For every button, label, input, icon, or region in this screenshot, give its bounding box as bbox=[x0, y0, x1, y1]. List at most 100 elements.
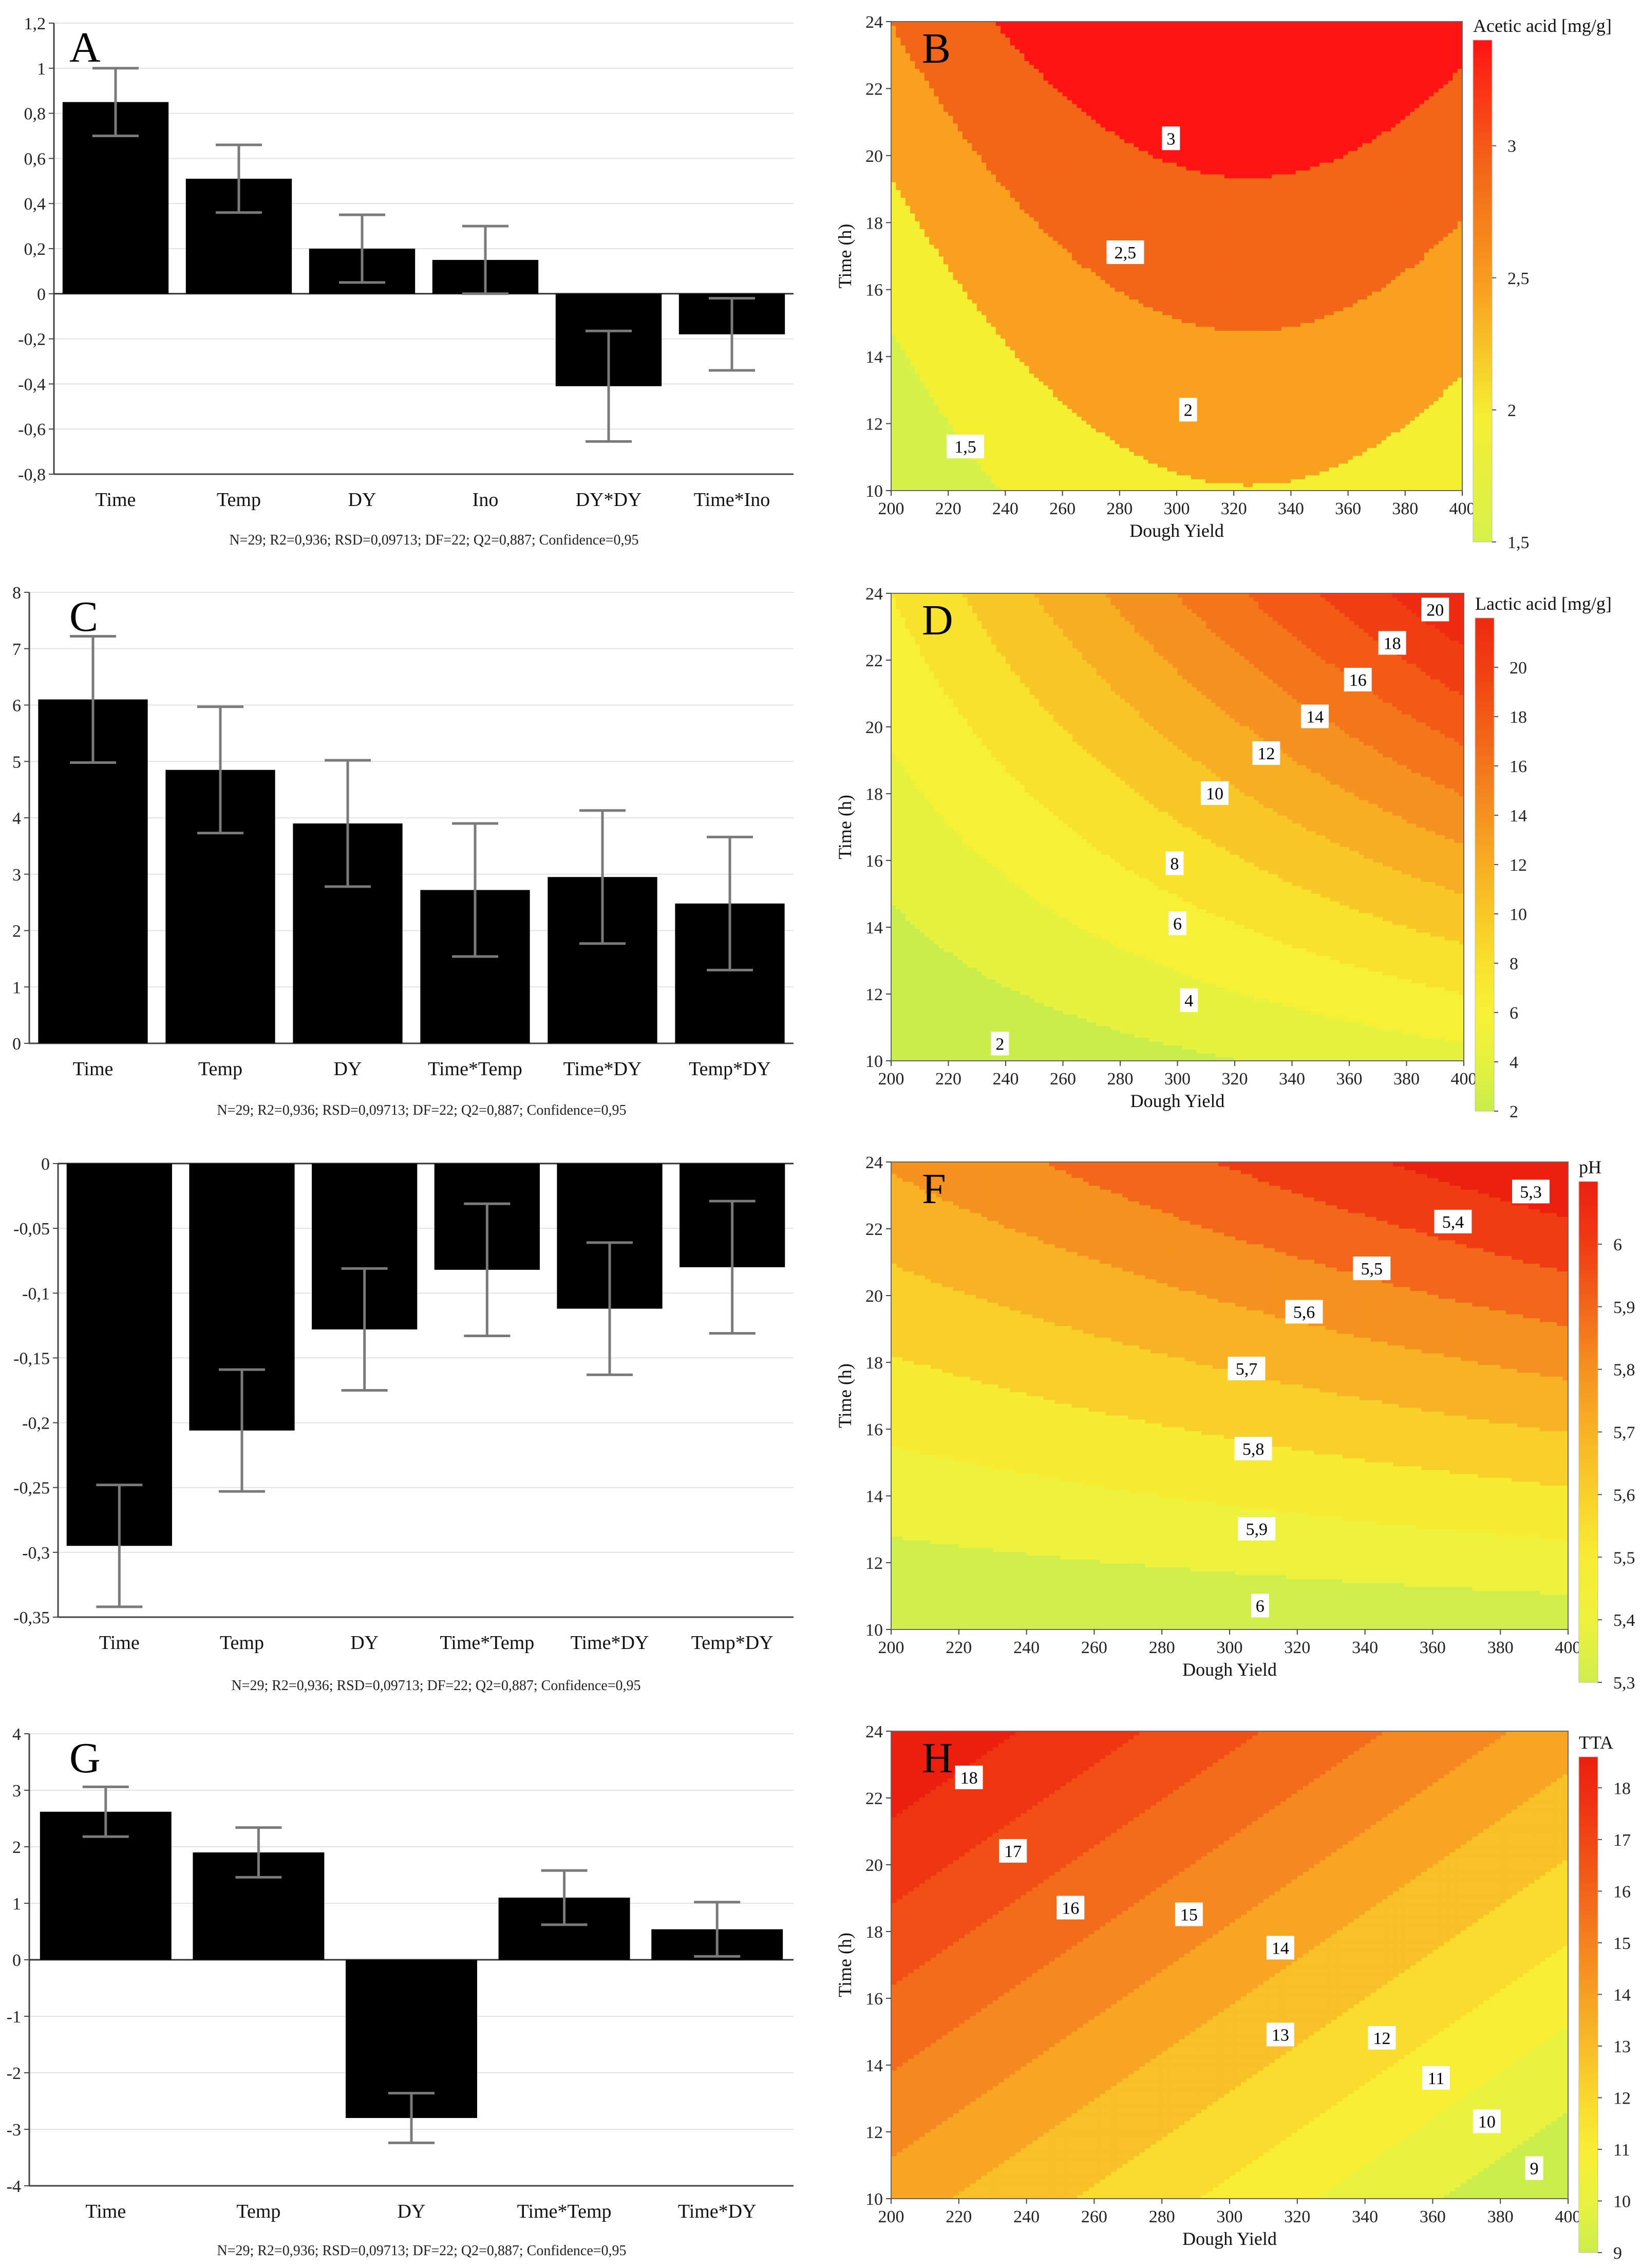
contour-cell bbox=[977, 483, 982, 487]
contour-cell bbox=[896, 405, 901, 409]
contour-cell bbox=[1072, 475, 1077, 479]
contour-cell bbox=[1414, 397, 1420, 401]
contour-cell bbox=[1120, 436, 1125, 440]
contour-cell bbox=[906, 413, 911, 417]
contour-cell bbox=[1338, 452, 1344, 456]
contour-cell bbox=[991, 452, 996, 456]
contour-cell bbox=[1357, 456, 1363, 460]
contour-cell bbox=[896, 440, 901, 444]
contour-cell bbox=[1286, 479, 1291, 483]
contour-cell bbox=[1167, 479, 1172, 483]
contour-cell bbox=[1448, 420, 1453, 424]
contour-cell bbox=[1024, 405, 1029, 409]
contour-cell bbox=[1086, 479, 1091, 483]
contour-cell bbox=[963, 467, 968, 471]
contour-cell bbox=[1124, 459, 1129, 463]
contour-cell bbox=[1001, 440, 1006, 444]
contour-cell bbox=[1048, 467, 1053, 471]
contour-cell bbox=[1424, 479, 1429, 483]
contour-cell bbox=[1448, 424, 1453, 428]
contour-cell bbox=[1429, 467, 1434, 471]
contour-cell bbox=[1329, 393, 1334, 397]
contour-cell bbox=[1105, 397, 1110, 401]
contour-cell bbox=[915, 475, 920, 479]
contour-cell bbox=[1082, 463, 1087, 467]
contour-cell bbox=[1381, 467, 1386, 471]
contour-cell bbox=[1148, 393, 1153, 397]
contour-cell bbox=[1310, 463, 1315, 467]
contour-cell bbox=[1191, 432, 1196, 436]
contour-cell bbox=[901, 428, 906, 432]
contour-cell bbox=[1139, 440, 1144, 444]
contour-cell bbox=[1315, 471, 1320, 475]
contour-cell bbox=[1286, 432, 1291, 436]
contour-cell bbox=[1067, 463, 1072, 467]
contour-cell bbox=[1405, 467, 1410, 471]
contour-cell bbox=[1167, 424, 1172, 428]
contour-cell bbox=[1210, 405, 1215, 409]
contour-cell bbox=[1338, 397, 1344, 401]
contour-cell bbox=[1143, 475, 1148, 479]
contour-cell bbox=[1348, 463, 1353, 467]
contour-cell bbox=[1243, 413, 1249, 417]
contour-cell bbox=[1101, 459, 1106, 463]
contour-cell bbox=[1077, 397, 1082, 401]
contour-cell bbox=[948, 467, 953, 471]
contour-cell bbox=[1096, 401, 1101, 405]
contour-cell bbox=[1010, 475, 1015, 479]
contour-cell bbox=[1096, 440, 1101, 444]
y-tick-label: 0,6 bbox=[24, 149, 46, 168]
contour-cell bbox=[1063, 428, 1068, 432]
contour-cell bbox=[1167, 444, 1172, 448]
contour-cell bbox=[1405, 393, 1410, 397]
contour-cell bbox=[1082, 436, 1087, 440]
contour-cell bbox=[1453, 408, 1458, 413]
contour-cell bbox=[1405, 408, 1410, 413]
contour-cell bbox=[1162, 413, 1167, 417]
contour-cell bbox=[1210, 401, 1215, 405]
contour-cell bbox=[1101, 436, 1106, 440]
contour-cell bbox=[1153, 463, 1158, 467]
contour-cell bbox=[1305, 475, 1310, 479]
contour-cell bbox=[1391, 459, 1396, 463]
contour-cell bbox=[1433, 444, 1439, 448]
contour-cell bbox=[1224, 424, 1230, 428]
contour-cell bbox=[1200, 424, 1205, 428]
contour-cell bbox=[1401, 452, 1406, 456]
contour-cell bbox=[1324, 475, 1329, 479]
contour-cell bbox=[986, 405, 991, 409]
contour-cell bbox=[1077, 432, 1082, 436]
contour-cell bbox=[1186, 471, 1192, 475]
contour-cell bbox=[996, 416, 1001, 420]
contour-cell bbox=[948, 463, 953, 467]
contour-cell bbox=[1253, 405, 1258, 409]
contour-cell bbox=[1129, 401, 1134, 405]
contour-cell bbox=[1258, 456, 1263, 460]
contour-cell bbox=[1300, 420, 1306, 424]
contour-cell bbox=[1001, 475, 1006, 479]
contour-cell bbox=[1158, 436, 1163, 440]
contour-cell bbox=[1343, 436, 1348, 440]
contour-cell bbox=[901, 408, 906, 413]
contour-cell bbox=[977, 408, 982, 413]
contour-cell bbox=[1357, 436, 1363, 440]
contour-cell bbox=[1410, 456, 1415, 460]
contour-cell bbox=[1177, 447, 1182, 452]
contour-cell bbox=[1414, 447, 1420, 452]
contour-cell bbox=[1324, 483, 1329, 487]
contour-cell bbox=[1053, 401, 1058, 405]
contour-cell bbox=[1429, 471, 1434, 475]
contour-cell bbox=[1139, 452, 1144, 456]
contour-cell bbox=[1134, 447, 1139, 452]
contour-cell bbox=[920, 479, 925, 483]
contour-cell bbox=[929, 432, 934, 436]
contour-cell bbox=[1020, 424, 1025, 428]
contour-cell bbox=[1291, 440, 1296, 444]
contour-cell bbox=[1229, 413, 1234, 417]
contour-cell bbox=[1453, 432, 1458, 436]
contour-cell bbox=[953, 479, 958, 483]
contour-cell bbox=[1162, 447, 1167, 452]
contour-cell bbox=[1348, 467, 1353, 471]
contour-cell bbox=[1115, 447, 1120, 452]
contour-cell bbox=[901, 420, 906, 424]
